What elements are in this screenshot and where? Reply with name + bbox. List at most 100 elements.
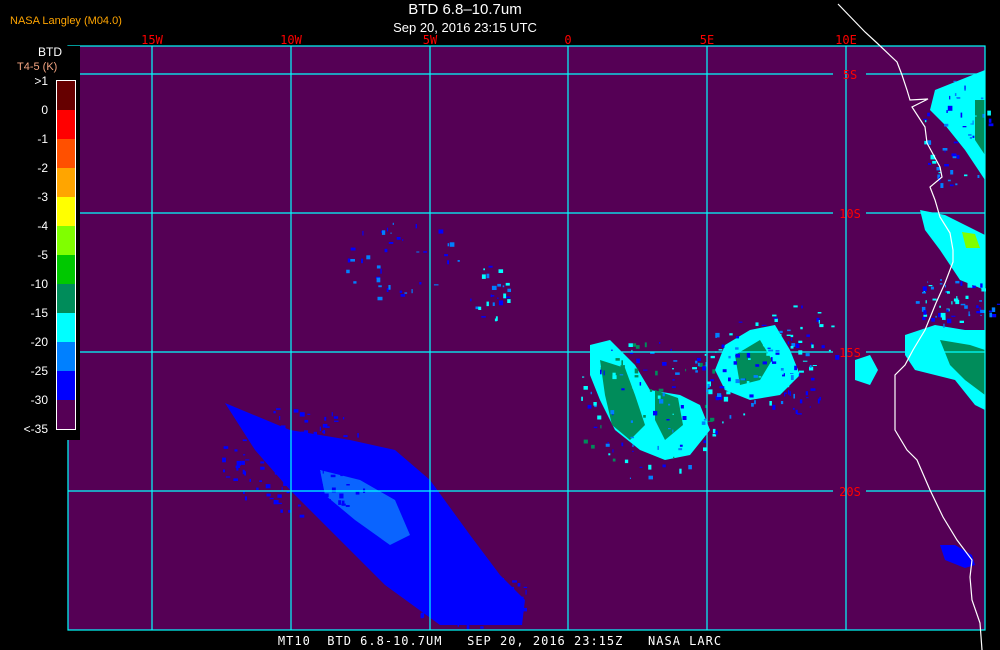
cloud-speck xyxy=(924,120,927,123)
cloud-speck xyxy=(423,589,427,594)
cloud-speck xyxy=(315,471,321,475)
cloud-speck xyxy=(735,353,740,358)
cloud-speck xyxy=(583,386,588,390)
cloud-speck xyxy=(308,488,311,491)
cloud-speck xyxy=(974,158,977,161)
cloud-speck xyxy=(649,389,653,392)
cloud-speck xyxy=(809,365,812,368)
cloud-speck xyxy=(962,126,967,128)
cloud-speck xyxy=(795,409,798,414)
cloud-speck xyxy=(243,491,245,494)
cloud-speck xyxy=(789,391,791,396)
cloud-speck xyxy=(494,618,497,624)
cloud-speck xyxy=(629,352,634,355)
cloud-speck xyxy=(265,484,271,489)
cloud-speck xyxy=(620,365,625,370)
cloud-speck xyxy=(951,315,956,317)
cloud-speck xyxy=(608,453,611,456)
cloud-speck xyxy=(509,586,515,591)
cloud-speck xyxy=(339,493,344,499)
cloud-speck xyxy=(442,611,448,613)
cloud-speck xyxy=(926,140,931,145)
cloud-speck xyxy=(773,317,778,319)
cloud-speck xyxy=(270,440,273,443)
cloud-speck xyxy=(498,599,502,604)
cloud-speck xyxy=(695,360,698,364)
cloud-speck xyxy=(319,426,321,431)
cloud-speck xyxy=(402,239,404,242)
cloud-speck xyxy=(980,283,983,288)
cloud-speck xyxy=(507,299,511,303)
cloud-speck xyxy=(523,586,528,588)
cloud-speck xyxy=(675,372,680,375)
cloud-speck xyxy=(704,404,707,408)
cloud-speck xyxy=(634,381,635,384)
cloud-speck xyxy=(515,604,518,610)
cloud-speck xyxy=(811,344,814,349)
cloud-speck xyxy=(501,580,504,584)
cloud-speck xyxy=(475,306,480,310)
cloud-speck xyxy=(764,333,766,335)
cloud-speck xyxy=(600,425,602,429)
cloud-speck xyxy=(785,392,787,394)
cloud-speck xyxy=(514,602,519,605)
cloud-speck xyxy=(810,377,815,381)
cloud-speck xyxy=(294,409,297,412)
cloud-speck xyxy=(794,365,797,371)
cloud-speck xyxy=(928,285,933,287)
cloud-speck xyxy=(768,349,774,353)
cloud-speck xyxy=(322,470,324,474)
cloud-speck xyxy=(243,454,246,456)
cloud-speck xyxy=(491,609,495,612)
cloud-speck xyxy=(992,314,997,318)
cloud-speck xyxy=(816,317,820,322)
cloud-speck xyxy=(447,260,449,265)
cloud-speck xyxy=(956,97,961,99)
longitude-label: 15W xyxy=(141,33,163,47)
cloud-speck xyxy=(260,466,265,470)
cloud-speck xyxy=(497,283,501,287)
cloud-speck xyxy=(452,622,454,625)
cloud-speck xyxy=(951,301,953,305)
cloud-speck xyxy=(772,361,777,364)
cloud-speck xyxy=(274,472,280,475)
cloud-speck xyxy=(471,583,473,585)
cloud-speck xyxy=(715,430,718,435)
cloud-speck xyxy=(332,437,336,443)
cloud-speck xyxy=(942,148,948,151)
cloud-speck xyxy=(346,269,350,274)
cloud-speck xyxy=(440,583,444,586)
cloud-speck xyxy=(710,379,714,382)
cloud-speck xyxy=(792,371,796,375)
cloud-speck xyxy=(922,317,926,321)
cloud-speck xyxy=(927,281,929,283)
cloud-speck xyxy=(399,290,403,293)
cloud-speck xyxy=(790,375,794,380)
cloud-speck xyxy=(662,392,665,397)
longitude-label: 10E xyxy=(835,33,857,47)
cloud-speck xyxy=(655,370,658,376)
latitude-label: 5S xyxy=(843,68,857,82)
cloud-speck xyxy=(755,364,760,367)
cloud-speck xyxy=(775,350,780,355)
cloud-speck xyxy=(968,149,970,153)
cloud-speck xyxy=(256,487,259,490)
cloud-speck xyxy=(790,373,794,374)
cloud-speck xyxy=(319,484,323,486)
cloud-speck xyxy=(631,349,633,352)
cloud-speck xyxy=(612,375,617,380)
cloud-speck xyxy=(795,343,800,348)
cloud-speck xyxy=(594,405,597,408)
cloud-speck xyxy=(721,344,725,348)
cloud-speck xyxy=(242,439,247,442)
cloud-speck xyxy=(245,459,250,461)
cloud-speck xyxy=(771,357,773,362)
cloud-speck xyxy=(798,373,801,377)
colorbar-segment xyxy=(57,371,75,400)
cloud-speck xyxy=(755,322,759,326)
cloud-speck xyxy=(334,420,339,422)
cloud-speck xyxy=(597,415,602,420)
cloud-speck xyxy=(817,398,820,404)
cloud-speck xyxy=(746,381,750,384)
cloud-speck xyxy=(376,265,381,269)
